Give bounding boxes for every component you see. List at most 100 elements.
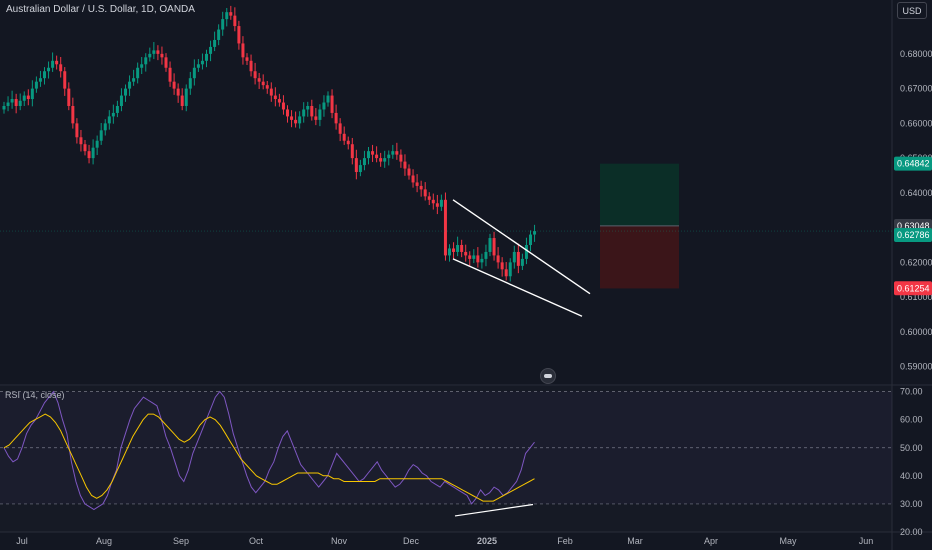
profit-zone <box>600 163 679 226</box>
candle-body <box>124 88 127 96</box>
candle-body <box>26 95 30 100</box>
price-axis-tick: 0.59000 <box>900 362 932 372</box>
time-axis-tick: Jul <box>16 536 28 546</box>
candle-body <box>314 116 318 120</box>
candle-body <box>273 95 277 100</box>
candle-body <box>217 29 221 40</box>
candle-body <box>164 57 168 68</box>
candle-body <box>464 251 468 256</box>
candle-body <box>261 81 265 86</box>
candle-body <box>156 50 160 54</box>
candle-body <box>362 158 366 166</box>
candle-body <box>172 81 176 89</box>
candle-body <box>176 88 180 96</box>
candle-body <box>241 43 245 58</box>
candle-body <box>269 88 273 96</box>
candle-body <box>205 53 208 61</box>
candle-body <box>128 81 132 89</box>
candle-body <box>152 50 156 54</box>
candle-body <box>318 109 322 120</box>
candle-body <box>423 189 427 197</box>
candle-body <box>63 71 67 89</box>
candle-body <box>140 64 144 68</box>
candle-body <box>91 147 95 159</box>
symbol-title: Australian Dollar / U.S. Dollar, 1D, OAN… <box>6 4 195 15</box>
candle-body <box>342 133 346 141</box>
candle-body <box>350 144 354 159</box>
rsi-pane <box>0 386 892 532</box>
candle-body <box>79 137 83 145</box>
candle-body <box>496 255 500 263</box>
candle-body <box>306 105 310 110</box>
time-axis-tick: May <box>779 536 797 546</box>
candle-body <box>196 64 200 68</box>
candle-body <box>237 26 241 44</box>
candle-body <box>294 119 298 124</box>
candle-body <box>213 39 217 47</box>
candle-body <box>75 123 79 138</box>
candle-body <box>443 199 447 256</box>
candle-body <box>468 255 472 259</box>
candle-body <box>419 185 423 190</box>
candle-body <box>427 196 431 200</box>
price-label-text: 0.61254 <box>897 283 930 293</box>
candle-body <box>6 102 10 106</box>
candle-body <box>439 199 443 207</box>
price-axis-tick: 0.60000 <box>900 327 932 337</box>
candle-body <box>144 57 148 65</box>
rsi-title: RSI (14, close) <box>5 390 65 400</box>
candle-body <box>59 64 63 72</box>
time-axis-tick: Nov <box>331 536 348 546</box>
candle-body <box>512 251 516 263</box>
candle-body <box>132 78 136 82</box>
candle-body <box>209 46 213 54</box>
rsi-axis-tick: 30.00 <box>900 499 923 509</box>
candle-body <box>103 123 107 131</box>
candle-body <box>524 244 528 259</box>
candle-body <box>30 88 34 100</box>
candle-body <box>87 151 91 159</box>
candle-body <box>277 99 281 103</box>
candle-body <box>67 88 71 106</box>
time-axis-tick: 2025 <box>477 536 497 546</box>
candle-body <box>249 60 253 72</box>
candle-body <box>484 251 488 259</box>
candle-body <box>180 95 184 106</box>
candle-body <box>290 116 294 120</box>
candle-body <box>192 67 196 79</box>
candle-body <box>415 182 419 186</box>
candle-body <box>346 140 350 145</box>
candle-body <box>229 12 233 16</box>
candle-body <box>286 109 289 117</box>
price-axis-tick: 0.64000 <box>900 188 932 198</box>
candle-body <box>383 158 387 162</box>
wedge-lower-line <box>452 258 583 317</box>
candle-body <box>38 78 42 82</box>
candle-body <box>160 53 164 58</box>
candle-body <box>71 105 75 124</box>
event-badge-icon[interactable] <box>540 368 556 384</box>
candle-body <box>504 269 508 277</box>
rsi-axis-tick: 20.00 <box>900 527 923 537</box>
candle-body <box>99 130 103 141</box>
candle-body <box>119 95 123 106</box>
candle-body <box>411 175 415 183</box>
candle-body <box>529 234 532 245</box>
price-axis-tick: 0.68000 <box>900 49 932 59</box>
candle-body <box>403 161 407 169</box>
candle-body <box>43 71 46 79</box>
candle-body <box>338 123 342 134</box>
candle-body <box>456 244 460 252</box>
candle-body <box>55 60 59 65</box>
rsi-axis-tick: 40.00 <box>900 471 923 481</box>
price-label-text: 0.64842 <box>897 159 930 169</box>
candle-body <box>516 251 520 266</box>
candle-body <box>22 95 26 101</box>
price-label-badge <box>894 156 932 171</box>
candle-body <box>391 151 395 155</box>
candle-body <box>51 60 55 68</box>
currency-button[interactable]: USD <box>897 2 927 19</box>
candle-body <box>488 238 492 252</box>
candle-body <box>83 144 87 152</box>
